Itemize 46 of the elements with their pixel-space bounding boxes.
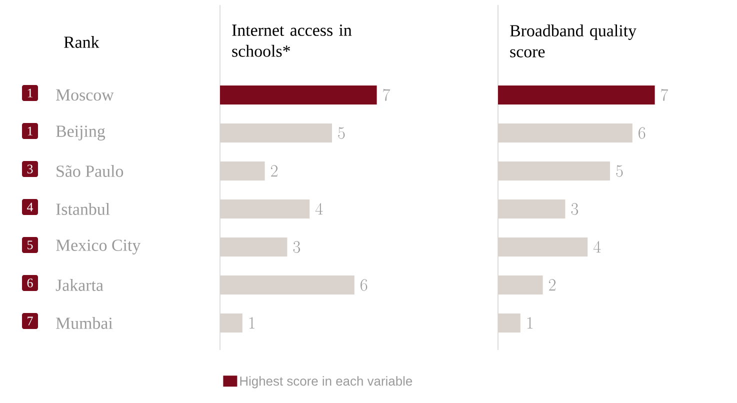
data-label: 5 — [616, 165, 623, 177]
bar — [220, 276, 354, 295]
text: 6 — [27, 278, 33, 288]
text: 1 — [28, 126, 32, 136]
y-tick-label: Mexico City — [56, 240, 141, 254]
text: 5 — [28, 240, 33, 250]
data-label: 1 — [527, 317, 533, 329]
text: Rank — [64, 36, 100, 48]
data-label: 2 — [271, 165, 278, 177]
bar — [498, 238, 588, 257]
bar — [220, 200, 310, 219]
data-label: 2 — [549, 279, 556, 291]
data-label: 6 — [360, 279, 368, 291]
y-tick-label: Jakarta — [56, 279, 104, 291]
bar — [498, 276, 543, 295]
data-label: 4 — [593, 241, 601, 253]
bar — [498, 200, 566, 219]
data-label: 6 — [638, 127, 646, 139]
bar — [220, 314, 242, 333]
y-tick-label: Beijing — [56, 126, 106, 140]
bar — [498, 124, 632, 143]
y-tick-label: Moscow — [56, 89, 114, 101]
data-label: 3 — [293, 241, 300, 253]
text: 4 — [27, 202, 34, 212]
text: 1 — [28, 88, 32, 98]
text: 7 — [28, 316, 33, 326]
bar — [498, 86, 655, 105]
y-tick-label: São Paulo — [56, 165, 124, 177]
data-label: 7 — [661, 88, 668, 101]
bar — [220, 86, 377, 105]
chart-title: Broadband quality score — [510, 24, 636, 58]
data-label: 1 — [249, 317, 255, 329]
legend-label: Highest score in each variable — [240, 376, 412, 388]
text: 3 — [27, 164, 33, 174]
bar — [220, 124, 332, 143]
y-tick-label: Istanbul — [56, 203, 110, 215]
data-label: 4 — [315, 203, 323, 215]
y-tick-label: Mumbai — [56, 317, 113, 329]
data-label: 5 — [338, 127, 345, 139]
data-label: 7 — [383, 88, 390, 101]
bar — [220, 238, 288, 257]
bar — [220, 162, 265, 181]
data-label: 3 — [571, 203, 578, 215]
bar — [498, 314, 520, 333]
bar — [498, 162, 610, 181]
chart-title: Internet access in schools* — [232, 24, 352, 57]
